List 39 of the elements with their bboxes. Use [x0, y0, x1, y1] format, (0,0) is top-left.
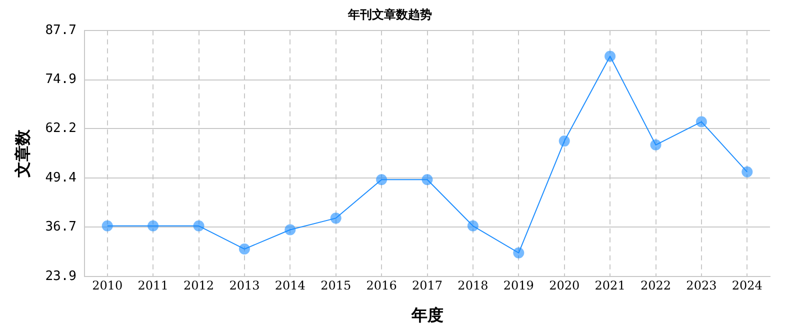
point	[604, 50, 616, 62]
x-tick-label: 2020	[549, 278, 580, 293]
x-tick-label: 2024	[732, 278, 763, 293]
x-tick-label: 2010	[92, 278, 123, 293]
chart-title: 年刊文章数趋势	[347, 7, 432, 22]
x-tick-label: 2018	[458, 278, 488, 293]
point	[284, 224, 296, 236]
point	[650, 139, 662, 150]
y-tick-label: 74.9	[45, 72, 77, 88]
x-tick-label: 2023	[686, 278, 717, 293]
point	[742, 166, 753, 178]
y-tick-label: 62.2	[45, 121, 77, 136]
x-tick-label: 2011	[138, 278, 168, 293]
x-tick-label: 2014	[274, 278, 306, 293]
y-tick-label: 23.9	[45, 268, 77, 284]
point	[513, 247, 524, 258]
point	[558, 136, 570, 147]
x-tick-label: 2017	[412, 278, 443, 293]
point	[193, 220, 204, 232]
point	[376, 174, 388, 186]
point	[422, 174, 433, 186]
point	[102, 220, 113, 232]
x-tick-label: 2019	[503, 278, 534, 293]
x-tick-label: 2021	[594, 278, 626, 293]
y-tick-label: 49.4	[45, 170, 77, 186]
point	[238, 244, 250, 255]
point	[148, 220, 159, 232]
y-axis-title: 文章数	[12, 128, 32, 178]
y-tick-label: 87.7	[45, 22, 77, 38]
x-tick-label: 2012	[183, 278, 214, 293]
x-axis-title: 年度	[410, 306, 444, 325]
point	[467, 220, 478, 232]
x-tick-label: 2013	[229, 278, 260, 293]
point	[696, 116, 707, 128]
x-tick-label: 2015	[320, 278, 352, 293]
x-tick-label: 2022	[640, 278, 672, 293]
y-tick-label: 36.7	[45, 219, 77, 234]
point	[330, 212, 342, 224]
x-tick-label: 2016	[366, 278, 397, 293]
